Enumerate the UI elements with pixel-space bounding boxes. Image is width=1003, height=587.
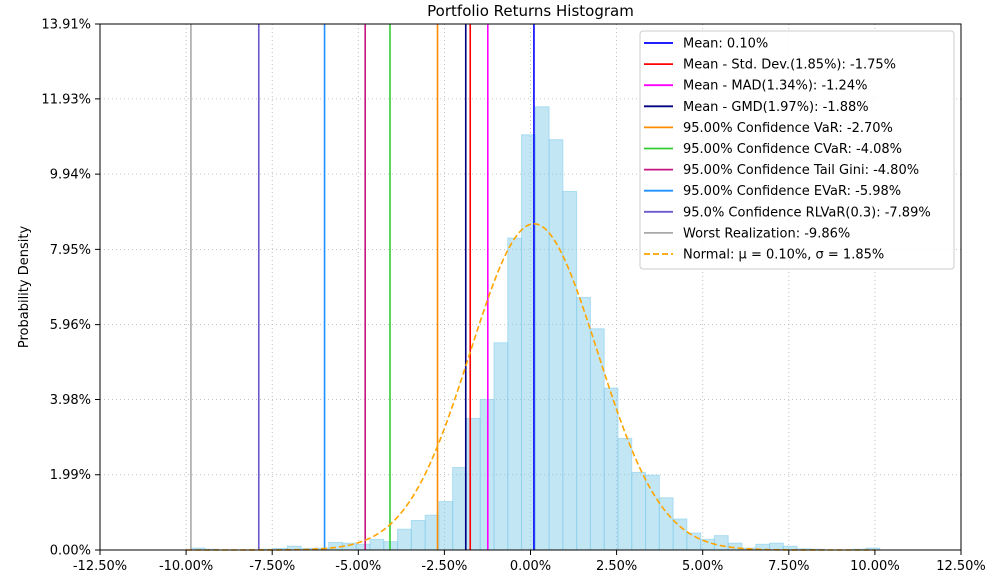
histogram-bar [658,497,674,551]
x-tick-label: 7.50% [768,559,809,574]
histogram-bar [369,538,385,551]
histogram-bar [562,191,578,551]
histogram-bar [507,237,523,551]
y-axis-label: Probability Density [17,226,32,349]
x-tick-label: -10.00% [159,559,213,574]
y-tick-label: 1.99% [50,468,91,483]
histogram-bar [713,535,729,551]
histogram-bar [645,474,660,551]
histogram-bar [617,437,633,551]
histogram-bar [355,543,371,551]
legend-label: Mean - GMD(1.97%): -1.88% [683,100,869,115]
histogram-bar [452,467,467,551]
y-tick-label: 5.96% [50,318,91,333]
histogram-bar [397,528,412,551]
y-tick-label: 13.91% [41,18,91,33]
histogram-bar [603,387,619,551]
histogram-bar [589,328,605,551]
histogram-bar [631,471,647,551]
x-tick-label: -12.50% [73,559,127,574]
y-tick-label: 11.93% [41,92,91,107]
x-tick-label: 0.00% [510,559,551,574]
risk-lines [190,24,535,550]
legend-label: 95.00% Confidence Tail Gini: -4.80% [683,163,919,178]
x-tick-label: -7.50% [249,559,295,574]
x-tick-label: 2.50% [596,559,637,574]
histogram-bar [672,518,688,551]
legend-label: Worst Realization: -9.86% [683,226,850,241]
legend-label: Mean - MAD(1.34%): -1.24% [683,79,867,94]
normal-curve-layer [186,223,875,551]
y-tick-label: 9.94% [50,168,91,183]
y-axis-ticks: 0.00% 1.99% 3.98% 5.96% 7.95% 9.94% 11.93% 13.9… [41,18,100,559]
histogram-bar [493,342,509,551]
legend-label: Mean - Std. Dev.(1.85%): -1.75% [683,58,896,73]
histogram-bars [190,106,881,551]
normal-curve [186,223,875,551]
histogram-bar [465,417,481,551]
legend-label: 95.00% Confidence VaR: -2.70% [683,121,893,136]
y-tick-label: 3.98% [50,393,91,408]
chart-title: Portfolio Returns Histogram [427,2,634,20]
legend-label: Normal: μ = 0.10%, σ = 1.85% [683,248,884,263]
histogram-bar [534,106,550,551]
x-tick-label: 12.50% [936,559,986,574]
x-axis-ticks: -12.50% -10.00% -7.50% -5.00% -2.50% 0.00% 2.5… [73,550,986,574]
histogram-bar [410,520,426,551]
legend-label: 95.0% Confidence RLVaR(0.3): -7.89% [683,205,931,220]
legend-label: Mean: 0.10% [683,37,768,52]
histogram-bar [548,139,564,551]
x-tick-label: -5.00% [335,559,381,574]
x-tick-label: 10.00% [850,559,900,574]
legend-box [639,30,955,270]
y-tick-label: 0.00% [50,544,91,559]
x-tick-label: -2.50% [421,559,467,574]
histogram-bar [576,296,591,551]
y-tick-label: 7.95% [50,243,91,258]
legend-label: 95.00% Confidence EVaR: -5.98% [683,184,901,199]
histogram-bar [686,532,702,551]
legend: Mean: 0.10% Mean - Std. Dev.(1.85%): -1.7… [639,30,955,270]
legend-label: 95.00% Confidence CVaR: -4.08% [683,142,902,157]
histogram-bar [438,501,454,551]
x-tick-label: 5.00% [682,559,723,574]
